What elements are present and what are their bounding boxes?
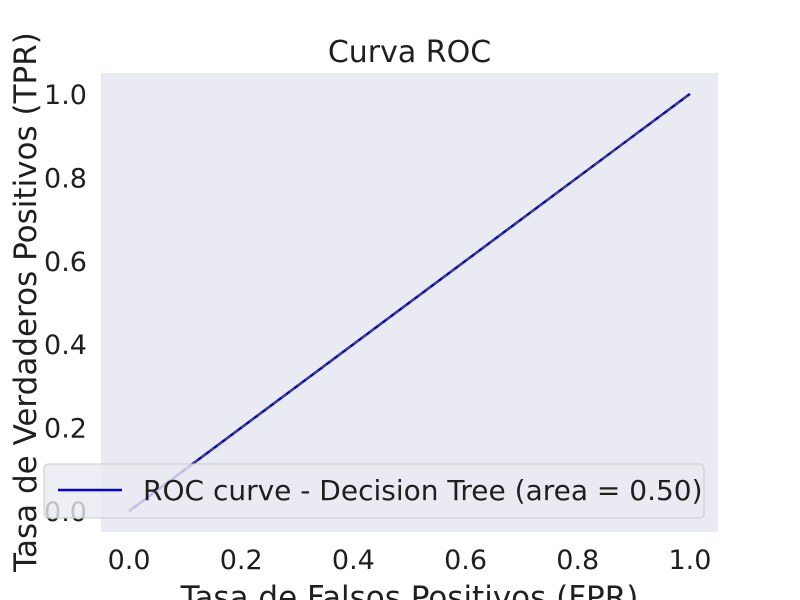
series-layer <box>128 92 691 513</box>
legend: ROC curve - Decision Tree (area = 0.50) <box>43 463 705 519</box>
y-axis-label: Tasa de Verdaderos Positivos (TPR) <box>8 32 44 573</box>
y-tick-label: 0.2 <box>44 414 87 445</box>
legend-entry-roc-curve: ROC curve - Decision Tree (area = 0.50) <box>143 474 703 507</box>
x-tick-label: 0.2 <box>220 545 263 576</box>
y-tick-label: 0.4 <box>44 330 87 361</box>
x-axis-label: Tasa de Falsos Positivos (FPR) <box>180 580 639 600</box>
y-tick-label: 1.0 <box>44 80 87 111</box>
y-axis-ticks: 0.00.20.40.60.81.0 <box>44 80 87 528</box>
x-tick-label: 0.4 <box>332 545 375 576</box>
x-tick-label: 0.0 <box>108 545 151 576</box>
x-tick-label: 0.6 <box>444 545 487 576</box>
legend-box <box>43 463 705 519</box>
x-axis-ticks: 0.0 0.2 0.4 0.6 0.8 1.0 <box>108 545 712 576</box>
chart-title: Curva ROC <box>328 35 491 70</box>
x-tick-label: 0.8 <box>556 545 599 576</box>
y-tick-label: 0.8 <box>44 163 87 194</box>
x-tick-label: 1.0 <box>668 545 711 576</box>
chance-diagonal-line <box>128 93 691 512</box>
y-tick-label: 0.6 <box>44 247 87 278</box>
